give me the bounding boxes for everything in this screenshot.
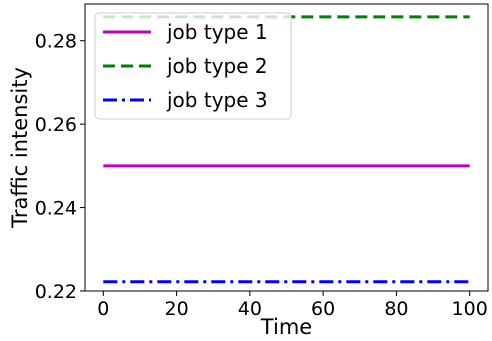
x-tick-label: 100	[452, 298, 488, 320]
x-tick-label: 80	[384, 298, 408, 320]
legend-label-3: job type 3	[166, 88, 268, 112]
x-axis-title: Time	[260, 315, 312, 339]
legend: job type 1 job type 2 job type 3	[94, 12, 292, 120]
y-tick-label: 0.22	[35, 281, 77, 303]
x-tick-label: 20	[164, 298, 188, 320]
y-tick-label: 0.26	[35, 114, 77, 136]
y-tick-label: 0.28	[35, 31, 77, 53]
legend-label-1: job type 1	[166, 20, 268, 44]
y-axis: 0.22 0.24 0.26 0.28	[35, 31, 85, 303]
legend-box	[94, 12, 292, 120]
plot-frame	[84, 3, 489, 292]
y-tick-label: 0.24	[35, 198, 77, 220]
legend-label-2: job type 2	[166, 54, 268, 78]
x-tick-label: 40	[238, 298, 262, 320]
y-axis-title: Traffic intensity	[8, 67, 32, 229]
x-tick-label: 60	[311, 298, 335, 320]
x-axis: 0 20 40 60 80 100	[97, 291, 488, 320]
x-tick-label: 0	[97, 298, 109, 320]
